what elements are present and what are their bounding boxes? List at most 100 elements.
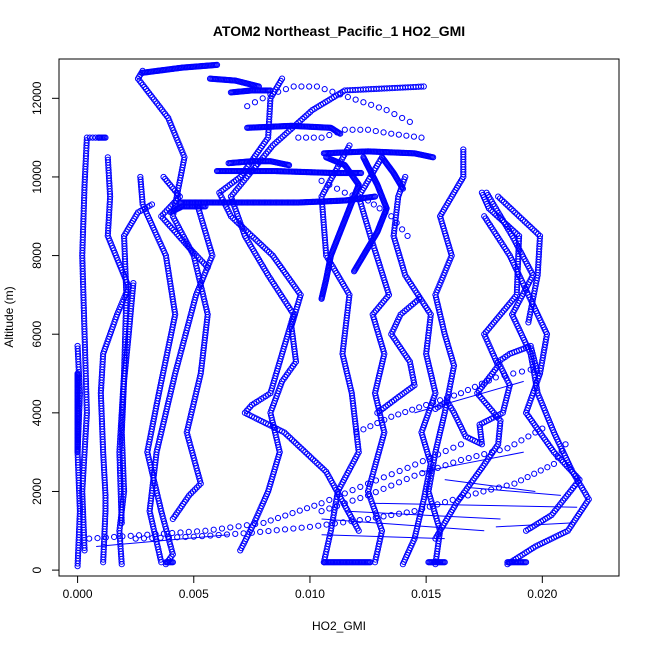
data-point (318, 177, 325, 184)
data-point (292, 440, 299, 447)
data-point (240, 530, 247, 537)
y-axis-label: Altitude (m) (2, 286, 16, 347)
data-point (313, 459, 320, 466)
data-point (403, 509, 410, 516)
data-point (277, 135, 284, 142)
data-point (349, 487, 356, 494)
data-point (282, 86, 290, 93)
data-point (495, 193, 502, 200)
data-point (511, 441, 518, 448)
data-point (360, 426, 367, 433)
data-point (410, 133, 418, 140)
data-point (393, 219, 400, 226)
y-tick-label: 6000 (30, 321, 44, 348)
data-point (102, 534, 109, 541)
data-point (348, 518, 355, 525)
data-point (298, 83, 305, 90)
data-point (306, 452, 313, 459)
data-point (267, 250, 274, 257)
data-point (574, 474, 581, 481)
data-point (204, 264, 211, 271)
x-tick-label: 0.005 (179, 587, 209, 601)
data-point (434, 501, 441, 508)
data-point (323, 521, 330, 528)
data-point (503, 482, 510, 489)
data-point (395, 510, 403, 517)
data-point (74, 370, 81, 377)
data-point (160, 530, 167, 537)
data-point (299, 115, 306, 123)
data-point (193, 484, 200, 491)
data-point (364, 492, 372, 499)
data-point (534, 370, 541, 377)
data-point (536, 232, 544, 240)
data-point (160, 173, 167, 181)
data-point (388, 471, 395, 478)
data-point (193, 528, 201, 535)
data-point (218, 525, 226, 532)
data-point (243, 407, 250, 414)
data-point (572, 472, 579, 479)
data-point (531, 470, 538, 477)
data-point (179, 236, 186, 243)
data-point (302, 134, 310, 141)
data-point (558, 447, 565, 454)
data-point (163, 219, 170, 226)
series-line (421, 451, 524, 473)
data-point (522, 559, 530, 566)
data-point (352, 96, 359, 103)
data-point (443, 394, 451, 402)
data-point (172, 228, 179, 236)
data-point (434, 451, 442, 458)
data-point (207, 532, 214, 539)
data-point (529, 225, 536, 232)
data-point (166, 222, 174, 230)
data-point (341, 126, 348, 133)
data-point (275, 88, 282, 95)
data-point (305, 110, 312, 117)
data-point (442, 447, 449, 455)
data-point (251, 99, 259, 106)
data-point (257, 528, 264, 536)
data-point (137, 173, 144, 181)
data-point (426, 467, 434, 474)
data-point (187, 490, 195, 497)
data-point (562, 441, 569, 448)
y-tick-label: 4000 (30, 399, 44, 426)
data-point (488, 449, 496, 456)
data-point (351, 268, 358, 275)
data-point (483, 189, 490, 196)
data-point (449, 496, 456, 503)
data-point (402, 173, 409, 181)
data-point (364, 515, 372, 523)
data-point (488, 486, 495, 493)
data-point (89, 134, 96, 141)
data-point (269, 252, 276, 259)
data-point (278, 75, 286, 82)
data-point (427, 454, 434, 461)
data-point (496, 195, 504, 202)
data-point (301, 114, 308, 121)
data-point (419, 505, 426, 512)
data-point (567, 466, 574, 473)
data-point (119, 533, 126, 540)
data-point (441, 499, 449, 506)
data-point (177, 234, 184, 241)
data-point (512, 209, 519, 216)
data-point (356, 517, 363, 524)
data-point (416, 404, 423, 411)
data-point (498, 197, 506, 204)
data-point (402, 408, 409, 416)
data-point (169, 201, 176, 208)
data-point (290, 525, 297, 532)
data-point (152, 531, 159, 538)
y-tick-label: 0 (30, 566, 44, 573)
data-point (315, 522, 322, 529)
data-point (250, 234, 257, 241)
x-tick-label: 0.010 (295, 587, 325, 601)
data-point (198, 533, 206, 540)
data-point (307, 108, 314, 115)
data-point (502, 200, 509, 207)
data-point (492, 374, 499, 381)
data-point (202, 203, 209, 210)
